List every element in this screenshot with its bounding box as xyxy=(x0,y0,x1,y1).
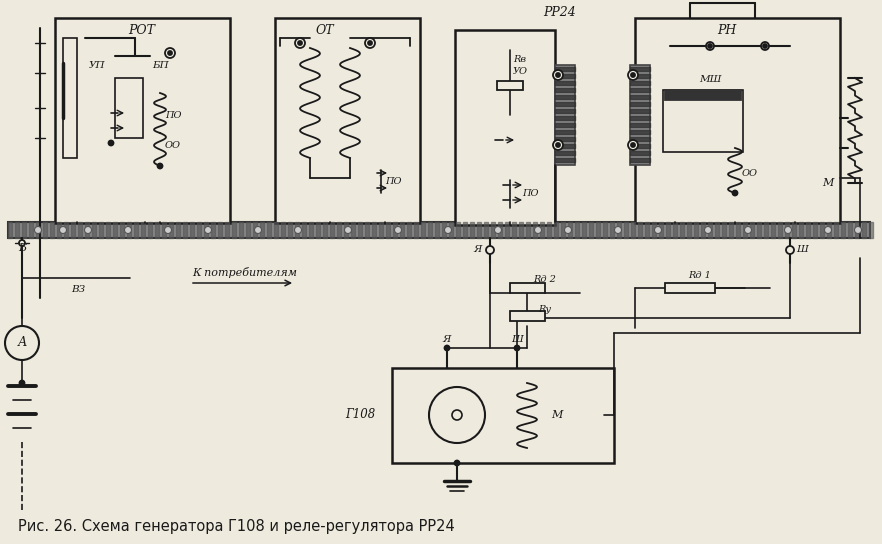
Text: РР24: РР24 xyxy=(543,5,576,18)
Circle shape xyxy=(5,326,39,360)
Bar xyxy=(665,283,715,293)
Text: М: М xyxy=(551,410,563,420)
Circle shape xyxy=(452,410,462,420)
Bar xyxy=(497,81,523,90)
Circle shape xyxy=(165,226,171,233)
Circle shape xyxy=(255,226,261,233)
Circle shape xyxy=(158,164,162,169)
Circle shape xyxy=(454,461,460,466)
Circle shape xyxy=(394,226,401,233)
Bar xyxy=(115,78,143,138)
Circle shape xyxy=(445,226,452,233)
Circle shape xyxy=(168,51,172,55)
Circle shape xyxy=(825,226,832,233)
Circle shape xyxy=(205,226,212,233)
Bar xyxy=(665,90,741,100)
Text: Г108: Г108 xyxy=(345,409,375,422)
Text: БП: БП xyxy=(152,61,168,71)
Circle shape xyxy=(708,44,712,48)
Bar xyxy=(635,18,840,223)
Text: ОТ: ОТ xyxy=(316,23,334,36)
Bar xyxy=(510,311,545,321)
Circle shape xyxy=(556,143,560,147)
Circle shape xyxy=(124,226,131,233)
Circle shape xyxy=(429,387,485,443)
Bar xyxy=(275,18,420,223)
Circle shape xyxy=(855,226,862,233)
Circle shape xyxy=(59,226,66,233)
Text: Rд 2: Rд 2 xyxy=(534,275,557,285)
Text: Rв: Rв xyxy=(513,55,527,65)
Text: Ш: Ш xyxy=(796,245,808,255)
Circle shape xyxy=(34,226,41,233)
Circle shape xyxy=(108,140,114,145)
Text: Rу: Rу xyxy=(539,306,551,314)
Circle shape xyxy=(556,73,560,77)
Circle shape xyxy=(784,226,791,233)
Circle shape xyxy=(564,226,572,233)
Circle shape xyxy=(763,44,767,48)
Circle shape xyxy=(295,226,302,233)
Circle shape xyxy=(486,246,494,254)
Circle shape xyxy=(631,143,635,147)
Bar xyxy=(8,222,870,238)
Text: Rд 1: Rд 1 xyxy=(689,270,712,280)
Circle shape xyxy=(19,240,25,246)
Bar xyxy=(630,65,650,165)
Circle shape xyxy=(705,226,712,233)
Bar xyxy=(510,283,545,293)
Text: Я: Я xyxy=(474,245,482,255)
Circle shape xyxy=(85,226,92,233)
Text: Ш: Ш xyxy=(511,336,523,344)
Circle shape xyxy=(706,42,714,50)
Circle shape xyxy=(628,140,638,150)
Circle shape xyxy=(19,380,25,386)
Circle shape xyxy=(365,38,375,48)
Circle shape xyxy=(732,190,737,195)
Circle shape xyxy=(631,73,635,77)
Text: РОТ: РОТ xyxy=(129,23,155,36)
Circle shape xyxy=(761,42,769,50)
Circle shape xyxy=(744,226,751,233)
Circle shape xyxy=(345,226,352,233)
Bar xyxy=(555,65,575,165)
Text: РН: РН xyxy=(717,23,736,36)
Circle shape xyxy=(786,246,794,254)
Text: ПО: ПО xyxy=(165,112,181,121)
Circle shape xyxy=(295,38,305,48)
Bar xyxy=(63,38,77,158)
Circle shape xyxy=(553,70,563,80)
Bar xyxy=(663,90,743,152)
Circle shape xyxy=(495,226,502,233)
Text: МШ: МШ xyxy=(699,76,721,84)
Circle shape xyxy=(553,140,563,150)
Circle shape xyxy=(534,226,542,233)
Text: ВЗ: ВЗ xyxy=(71,286,85,294)
Text: ПО: ПО xyxy=(522,189,538,197)
Text: УП: УП xyxy=(89,61,105,71)
Circle shape xyxy=(654,226,662,233)
Text: М: М xyxy=(822,178,833,188)
Circle shape xyxy=(445,345,450,350)
Text: ПО: ПО xyxy=(385,176,401,186)
Text: Рис. 26. Схема генератора Г108 и реле-регулятора РР24: Рис. 26. Схема генератора Г108 и реле-ре… xyxy=(18,520,455,535)
Circle shape xyxy=(615,226,622,233)
Circle shape xyxy=(298,41,302,45)
Text: Б: Б xyxy=(18,243,26,253)
Circle shape xyxy=(368,41,372,45)
Text: Я: Я xyxy=(443,336,452,344)
Circle shape xyxy=(514,345,519,350)
Circle shape xyxy=(165,48,175,58)
Text: ОО: ОО xyxy=(165,141,181,151)
Text: УО: УО xyxy=(512,67,527,77)
Circle shape xyxy=(628,70,638,80)
Text: А: А xyxy=(18,337,26,349)
Text: К потребителям: К потребителям xyxy=(192,268,297,279)
Text: ОО: ОО xyxy=(742,169,758,177)
Bar xyxy=(55,18,230,223)
Bar xyxy=(392,368,614,463)
Bar xyxy=(455,30,555,225)
